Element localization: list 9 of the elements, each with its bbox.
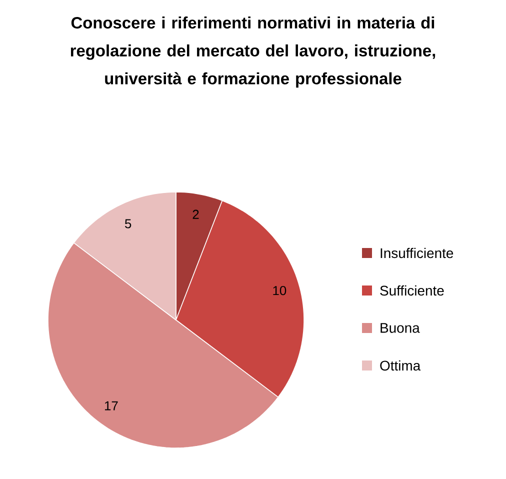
legend-label: Insufficiente bbox=[380, 248, 454, 258]
data-label: 5 bbox=[124, 219, 132, 228]
legend-label: Ottima bbox=[380, 360, 421, 371]
data-label: 2 bbox=[192, 210, 199, 219]
legend-label: Sufficiente bbox=[380, 285, 444, 296]
chart-title: Conoscere i riferimenti normativi in materia di regolazione del mercato del lavoro, istruzione, università e formazione professionale bbox=[70, 16, 436, 88]
legend-label: Buona bbox=[380, 323, 420, 333]
data-label: 10 bbox=[273, 286, 286, 296]
data-label: 17 bbox=[104, 401, 118, 410]
